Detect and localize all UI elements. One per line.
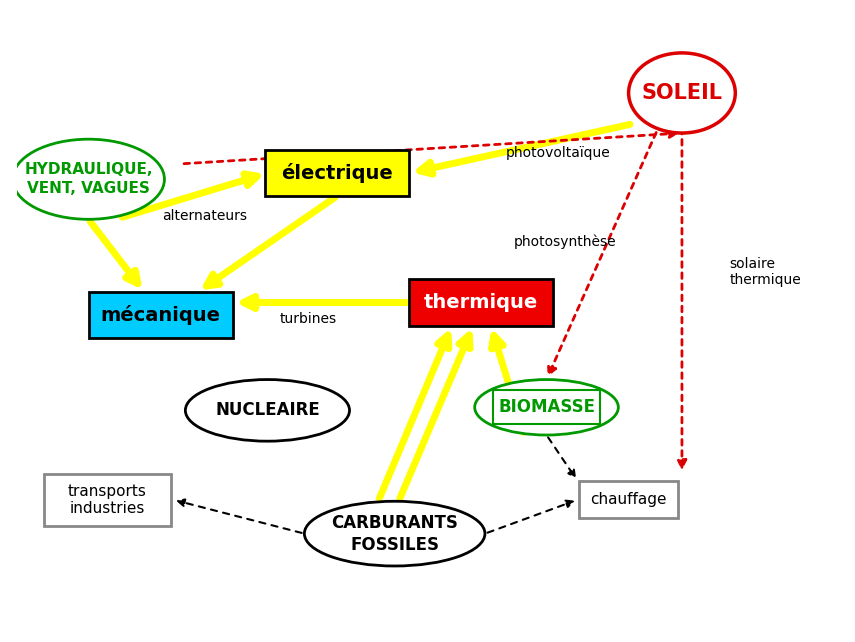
Ellipse shape bbox=[475, 379, 618, 435]
Ellipse shape bbox=[304, 501, 485, 566]
Text: photosynthèse: photosynthèse bbox=[514, 235, 616, 249]
Text: transports
industries: transports industries bbox=[68, 483, 147, 516]
Text: chauffage: chauffage bbox=[590, 492, 667, 507]
FancyBboxPatch shape bbox=[265, 150, 409, 196]
Text: CARBURANTS
FOSSILES: CARBURANTS FOSSILES bbox=[331, 514, 458, 554]
Text: SOLEIL: SOLEIL bbox=[641, 83, 722, 103]
Text: thermique: thermique bbox=[424, 293, 538, 312]
Ellipse shape bbox=[13, 139, 164, 220]
Text: turbines: turbines bbox=[280, 312, 337, 326]
FancyBboxPatch shape bbox=[580, 482, 678, 518]
FancyBboxPatch shape bbox=[89, 291, 233, 338]
FancyBboxPatch shape bbox=[409, 279, 552, 325]
Text: alternateurs: alternateurs bbox=[162, 209, 247, 223]
FancyBboxPatch shape bbox=[493, 390, 600, 424]
Text: mécanique: mécanique bbox=[101, 305, 221, 325]
Ellipse shape bbox=[186, 379, 350, 441]
Text: solaire
thermique: solaire thermique bbox=[729, 257, 801, 287]
FancyBboxPatch shape bbox=[44, 474, 171, 526]
Circle shape bbox=[628, 53, 735, 133]
Text: photovoltaïque: photovoltaïque bbox=[505, 146, 610, 160]
Text: HYDRAULIQUE,
VENT, VAGUES: HYDRAULIQUE, VENT, VAGUES bbox=[24, 162, 153, 196]
Text: BIOMASSE: BIOMASSE bbox=[498, 398, 595, 416]
Text: électrique: électrique bbox=[281, 163, 393, 183]
Text: NUCLEAIRE: NUCLEAIRE bbox=[215, 401, 320, 419]
